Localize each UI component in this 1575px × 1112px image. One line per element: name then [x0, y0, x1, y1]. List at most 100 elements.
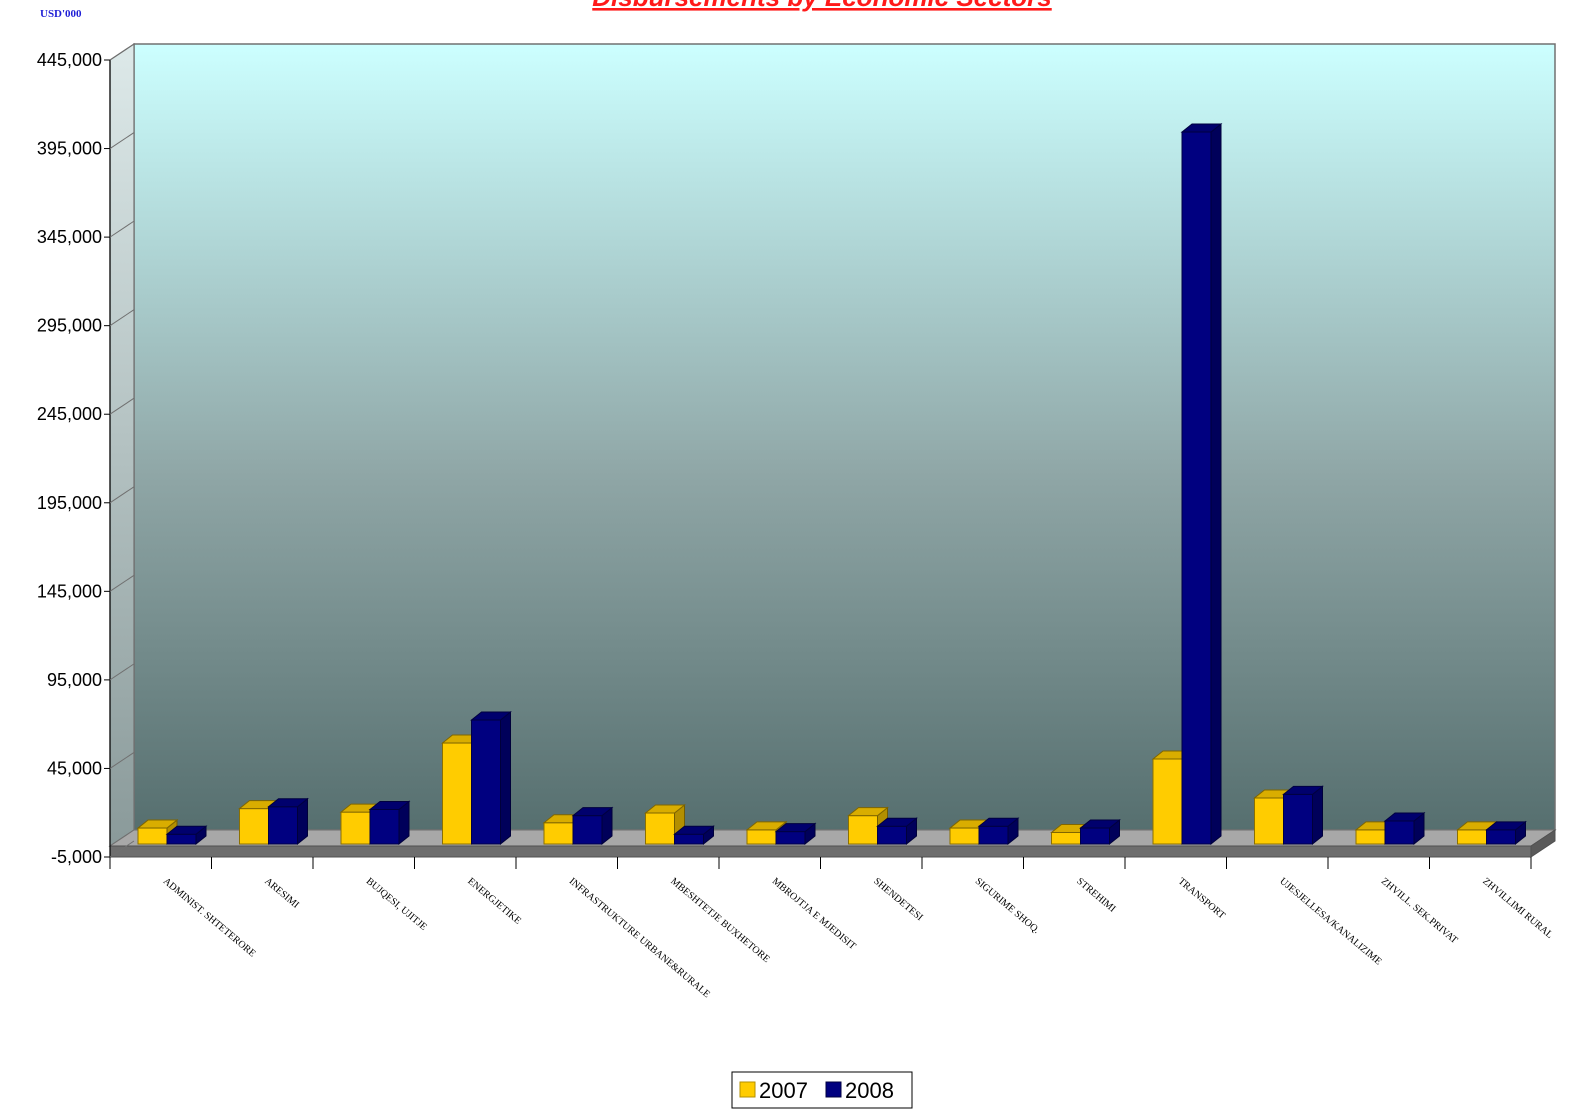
bar-front	[1283, 793, 1313, 845]
bar-front	[369, 808, 400, 845]
floor-edge	[109, 845, 1532, 858]
bar	[267, 797, 309, 846]
x-tick-label: ARESIMI	[262, 876, 301, 911]
y-tick-label: 345,000	[37, 227, 102, 247]
bar-top	[1383, 812, 1426, 822]
y-axis: -5,000 45,000 95,000 145,000 195,000 245,000 2…	[37, 43, 135, 867]
legend-label-2007: 2007	[759, 1078, 808, 1103]
bar-side	[500, 710, 511, 846]
y-tick-label: 295,000	[37, 316, 102, 336]
bars	[136, 122, 1527, 846]
bar	[644, 803, 686, 846]
bar-front	[1486, 829, 1516, 845]
x-tick-label: SHENDETESI	[871, 876, 924, 923]
bar-top	[1485, 821, 1527, 831]
plot-background	[133, 43, 1556, 831]
bar-top	[977, 817, 1020, 827]
y-tick-label: -5,000	[51, 847, 102, 867]
y-tick-label: 245,000	[37, 404, 102, 424]
bar	[1282, 785, 1324, 846]
bar-top	[571, 807, 614, 817]
bar-top	[165, 825, 208, 835]
bar-front	[137, 827, 168, 845]
bar	[1079, 819, 1121, 846]
legend-swatch-2007	[739, 1081, 756, 1098]
y-tick-wall-line	[109, 220, 135, 238]
bar-front	[543, 822, 574, 845]
bar-front	[471, 719, 501, 845]
x-tick-label: BUJQESI, UJITJE	[364, 876, 429, 933]
bar-top	[1180, 123, 1223, 133]
bar-top	[1282, 785, 1324, 795]
y-tick-label: 145,000	[37, 581, 102, 601]
bar-front	[645, 812, 675, 845]
bar-front	[239, 808, 269, 845]
bar-top	[644, 804, 686, 814]
y-tick-label: 195,000	[37, 493, 102, 513]
bar-side	[1312, 785, 1323, 846]
bar-front	[674, 833, 704, 845]
x-tick-label: ZHVILLIMI RURAL	[1480, 876, 1555, 941]
y-tick-label: 395,000	[37, 139, 102, 159]
bar-front	[949, 827, 980, 845]
bar-front	[877, 825, 907, 845]
bar-top	[876, 817, 918, 827]
bar-front	[1254, 797, 1284, 845]
bar-top	[774, 823, 817, 833]
bar-front	[1181, 131, 1212, 845]
bar-top	[745, 821, 788, 831]
x-tick-label: ADMINIST. SHTETERORE	[161, 876, 258, 960]
bar-front	[1051, 831, 1081, 845]
y-tick-wall-line	[109, 309, 135, 327]
x-tick-label: SIGURIME SHOQ.	[973, 876, 1042, 936]
x-tick-label: MBESHTETJE BUXHETORE	[668, 876, 771, 965]
bar-front	[1355, 829, 1386, 845]
bar-top	[1079, 819, 1121, 829]
x-tick-label: UJESJELLESA/KANALIZIME	[1277, 876, 1383, 968]
bar-front	[848, 815, 878, 845]
bar	[368, 800, 411, 846]
bar-top	[136, 819, 179, 829]
bar-top	[470, 711, 512, 721]
x-tick-label: ZHVILL. SEK.PRIVAT	[1379, 876, 1460, 946]
bar	[1180, 122, 1223, 846]
bar-front	[1152, 758, 1183, 845]
x-axis: ADMINIST. SHTETERORE ARESIMI BUJQESI, UJIT…	[109, 857, 1555, 1000]
bar-front	[340, 811, 371, 845]
legend-box	[731, 1071, 913, 1109]
bar-top	[673, 825, 715, 835]
chart-title: Disbursements by Economic Sectors	[592, 0, 1051, 12]
bar-front	[1457, 829, 1487, 845]
y-tick-wall-line	[109, 663, 135, 681]
bar	[876, 817, 918, 846]
y-tick-label: 445,000	[37, 50, 102, 70]
x-tick-label: MBROJTJA E MJEDISIT	[770, 876, 858, 952]
bar	[977, 817, 1020, 846]
x-tick-label: ENERGJETIKE	[465, 876, 523, 927]
floor-edge-side	[1530, 829, 1556, 858]
bar-top	[267, 798, 309, 808]
bar-front	[775, 831, 806, 845]
side-wall	[109, 42, 135, 848]
y-tick-wall-line	[109, 752, 135, 769]
y-tick-wall-line	[109, 43, 135, 61]
legend-label-2008: 2008	[845, 1078, 894, 1103]
bar	[165, 825, 208, 846]
y-tick-wall-line	[109, 397, 135, 415]
y-tick-wall-line	[109, 574, 135, 592]
y-tick-wall-line	[109, 840, 135, 858]
unit-label: USD'000	[40, 8, 82, 20]
bar-front	[746, 829, 777, 845]
x-tick-label: TRANSPORT	[1176, 876, 1227, 922]
bar	[774, 822, 817, 846]
bar-side	[1210, 122, 1222, 846]
x-tick-label: STREHIMI	[1074, 876, 1117, 915]
y-tick-wall-line	[109, 132, 135, 149]
bar-front	[442, 742, 472, 845]
bar-top	[368, 800, 411, 810]
y-tick-label: 45,000	[47, 758, 102, 778]
bar-front	[1080, 827, 1110, 845]
legend: 2007 2008	[731, 1071, 913, 1109]
y-tick-wall-line	[109, 486, 135, 504]
